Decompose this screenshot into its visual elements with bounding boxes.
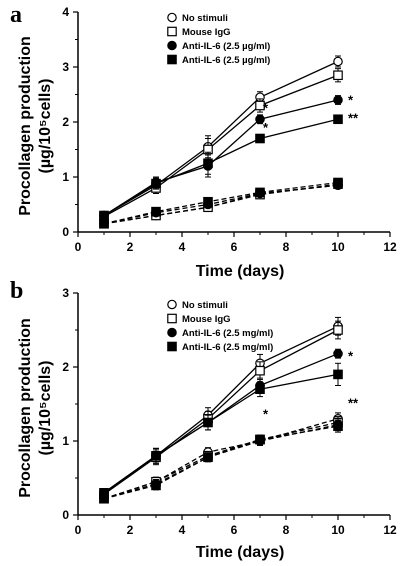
legend-marker — [167, 327, 177, 338]
legend-label: Anti-IL-6 (2.5 mg/ml) — [182, 328, 273, 339]
x-tick-label: 2 — [127, 240, 134, 254]
significance-marker: * — [348, 349, 354, 364]
y-tick-label: 1 — [62, 434, 69, 448]
y-axis-title-unit: (µg/10⁵cells) — [37, 79, 54, 174]
series-2 — [99, 68, 343, 222]
x-tick-label: 12 — [383, 240, 397, 254]
data-point — [255, 187, 265, 198]
significance-marker: ** — [348, 110, 359, 125]
series-6 — [99, 179, 343, 229]
data-point — [333, 56, 343, 67]
x-tick-label: 4 — [179, 523, 186, 537]
data-point — [99, 493, 109, 504]
legend-marker — [167, 54, 177, 65]
data-point — [333, 325, 343, 335]
series-line — [103, 353, 339, 494]
series-3 — [99, 348, 343, 498]
y-tick-label: 4 — [62, 5, 69, 19]
data-point — [255, 133, 265, 144]
data-point — [203, 417, 213, 428]
data-point — [333, 114, 343, 125]
data-point — [333, 95, 343, 105]
x-tick-label: 4 — [179, 240, 186, 254]
x-axis-title: Time (days) — [196, 263, 285, 280]
panel-label-a: a — [10, 2, 22, 28]
x-tick-label: 10 — [331, 240, 345, 254]
legend-label: Mouse IgG — [182, 314, 231, 325]
data-point — [203, 158, 213, 169]
legend-label: Anti-IL-6 (2.5 µg/ml) — [182, 55, 270, 66]
data-point — [151, 206, 161, 217]
y-tick-label: 3 — [62, 286, 69, 300]
data-point — [203, 196, 213, 207]
data-point — [333, 421, 343, 431]
y-axis-title: Procollagen production — [17, 318, 34, 498]
legend-marker — [167, 341, 177, 352]
x-axis-title: Time (days) — [196, 544, 285, 561]
y-tick-label: 0 — [62, 508, 69, 522]
series-line — [103, 421, 339, 500]
x-tick-label: 10 — [331, 523, 345, 537]
data-point — [333, 369, 343, 380]
data-point — [99, 210, 109, 221]
x-tick-label: 0 — [75, 523, 82, 537]
x-tick-label: 8 — [283, 523, 290, 537]
x-tick-label: 12 — [383, 523, 397, 537]
significance-marker: * — [263, 101, 269, 116]
y-tick-label: 2 — [62, 115, 69, 129]
legend-label: Anti-IL-6 (2.5 mg/ml) — [182, 342, 273, 353]
data-point — [203, 452, 213, 463]
legend-label: No stimuli — [182, 13, 228, 24]
legend-marker — [167, 313, 177, 324]
series-4 — [99, 362, 343, 498]
series-5 — [99, 180, 343, 229]
series-4 — [99, 114, 343, 221]
y-tick-label: 3 — [62, 60, 69, 74]
legend-label: Mouse IgG — [182, 27, 231, 38]
x-tick-label: 6 — [231, 240, 238, 254]
data-point — [255, 384, 265, 394]
data-point — [151, 480, 161, 491]
significance-marker: * — [263, 406, 269, 421]
data-point — [333, 177, 343, 188]
legend-label: Anti-IL-6 (2.5 µg/ml) — [182, 41, 270, 52]
y-tick-label: 1 — [62, 170, 69, 184]
x-tick-label: 6 — [231, 523, 238, 537]
x-tick-label: 8 — [283, 240, 290, 254]
y-tick-label: 0 — [62, 225, 69, 239]
panel-label-b: b — [10, 278, 23, 304]
series-7 — [99, 180, 343, 229]
data-point — [255, 434, 265, 445]
data-point — [151, 451, 161, 461]
legend-label: No stimuli — [182, 300, 228, 311]
legend-marker — [167, 12, 177, 23]
y-axis-title-unit: (µg/10⁵cells) — [37, 361, 54, 456]
significance-marker: * — [263, 120, 269, 135]
x-tick-label: 0 — [75, 240, 82, 254]
data-point — [255, 365, 265, 376]
legend-marker — [167, 40, 177, 51]
x-tick-label: 2 — [127, 523, 134, 537]
legend-marker — [167, 26, 177, 37]
significance-marker: ** — [348, 395, 359, 410]
series-line — [103, 183, 339, 225]
series-8 — [99, 419, 343, 504]
data-point — [255, 100, 265, 111]
series-8 — [99, 177, 343, 229]
data-point — [99, 218, 109, 229]
series-line — [103, 373, 339, 494]
data-point — [333, 70, 343, 81]
y-tick-label: 2 — [62, 360, 69, 374]
data-point — [333, 348, 343, 359]
data-point — [151, 178, 161, 189]
significance-marker: * — [348, 92, 354, 107]
series-line — [103, 329, 339, 495]
data-point — [255, 114, 265, 125]
y-axis-title: Procollagen production — [17, 36, 34, 216]
legend-marker — [167, 299, 177, 310]
